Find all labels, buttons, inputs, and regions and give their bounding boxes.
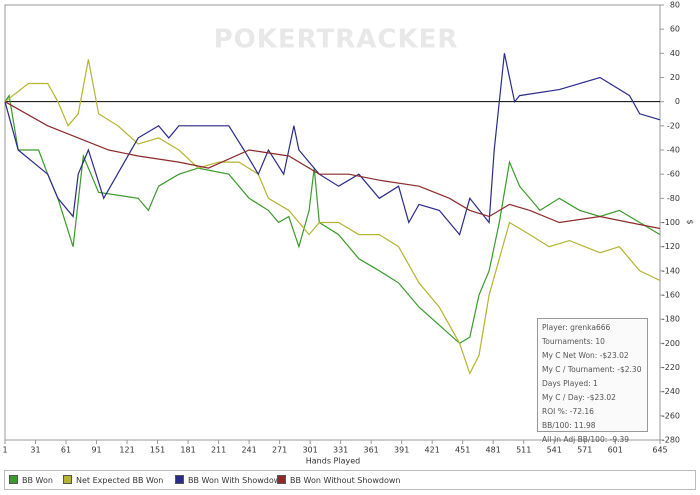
x-tick-label: 451 [455,446,470,455]
x-axis-label: Hands Played [306,457,360,466]
y-tick-label: -120 [662,242,680,251]
y-tick-label: -220 [662,363,680,372]
x-tick-label: 571 [577,446,592,455]
y-tick-label: -240 [662,387,680,396]
legend-label: BB Won [22,476,53,485]
x-tick-label: 331 [333,446,348,455]
y-tick-label: -40 [667,146,680,155]
x-tick-label: 645 [652,446,667,455]
info-box: Player: grenka666 Tournaments: 10 My C Net… [537,318,648,444]
x-tick-label: 121 [119,446,134,455]
x-tick-label: 601 [608,446,623,455]
watermark: POKERTRACKER [214,25,459,55]
y-tick-label: -20 [667,121,680,130]
legend: BB Won Net Expected BB Won BB Won With Sho… [4,470,696,490]
y-tick-label: 60 [670,25,680,34]
y-tick-label: -100 [662,218,680,227]
y-axis-label: $ [686,219,695,224]
x-tick-label: 91 [91,446,101,455]
series-line [4,94,661,345]
x-tick-label: 61 [61,446,71,455]
legend-item: Net Expected BB Won [63,475,163,485]
y-tick-label: -140 [662,266,680,275]
info-line: My C / Tournament: -$2.30 [542,365,642,374]
x-tick-label: 511 [516,446,531,455]
legend-label: BB Won Without Showdown [290,476,401,485]
legend-label: BB Won With Showdown [188,476,286,485]
legend-swatch [277,475,286,484]
legend-item: BB Won [9,475,53,485]
info-line: ROI %: -72.16 [542,407,594,416]
info-line: My C / Day: -$23.02 [542,393,616,402]
x-tick-label: 211 [211,446,226,455]
x-tick-label: 391 [394,446,409,455]
series-line [4,59,661,376]
x-tick-label: 151 [150,446,165,455]
y-tick-label: -260 [662,411,680,420]
info-line: Days Played: 1 [542,379,598,388]
series-line [4,101,661,230]
info-line: My C Net Won: -$23.02 [542,351,629,360]
info-line: Tournaments: 10 [542,337,605,346]
y-tick-label: 80 [670,1,680,10]
y-tick-label: -160 [662,291,680,300]
x-tick-label: 361 [364,446,379,455]
series-line [4,53,661,236]
y-tick-label: -280 [662,436,680,445]
y-tick-label: -180 [662,315,680,324]
legend-item: BB Won With Showdown [175,475,285,485]
info-line: Player: grenka666 [542,323,611,332]
info-line: All-In Adj BB/100: -9.39 [542,435,630,444]
y-tick-label: -80 [667,194,680,203]
y-tick-label: 0 [675,97,680,106]
x-tick-label: 1 [2,446,7,455]
x-tick-label: 541 [547,446,562,455]
x-tick-label: 271 [272,446,287,455]
y-tick-label: -60 [667,170,680,179]
x-tick-label: 241 [241,446,256,455]
y-tick-label: 40 [670,49,680,58]
x-tick-label: 301 [302,446,317,455]
x-tick-label: 31 [30,446,40,455]
info-line: BB/100: 11.98 [542,421,596,430]
chart: POKERTRACKER Hands Played $ 80 60 40 20 0 -20… [2,1,695,466]
legend-item: BB Won Without Showdown [277,475,400,485]
x-tick-label: 481 [486,446,501,455]
legend-swatch [9,475,18,484]
x-tick-label: 181 [180,446,195,455]
legend-swatch [175,475,184,484]
legend-swatch [63,475,72,484]
y-tick-label: -200 [662,339,680,348]
x-tick-label: 421 [425,446,440,455]
y-tick-label: 20 [670,73,680,82]
legend-label: Net Expected BB Won [76,476,164,485]
